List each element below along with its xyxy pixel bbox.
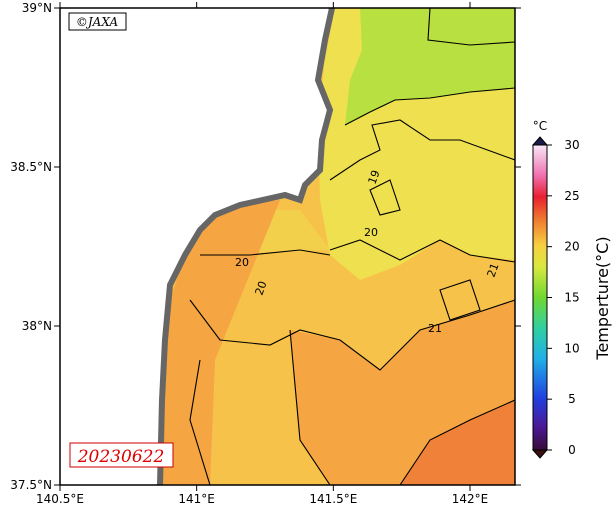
colorbar-tick-label: 20 bbox=[564, 240, 579, 254]
contour-label: 21 bbox=[485, 261, 502, 279]
colorbar-unit: °C bbox=[533, 119, 547, 133]
colorbar-tick-label: 0 bbox=[568, 443, 576, 457]
colorbar bbox=[532, 144, 548, 451]
lat-label: 38°N bbox=[22, 319, 52, 333]
lat-label: 38.5°N bbox=[10, 160, 52, 174]
colorbar-tick-label: 15 bbox=[564, 291, 579, 305]
map-frame bbox=[59, 7, 516, 486]
colorbar-cap bbox=[531, 449, 549, 459]
colorbar-tick-label: 25 bbox=[564, 189, 579, 203]
lon-label: 141°E bbox=[178, 492, 215, 506]
date-box bbox=[69, 442, 174, 468]
credit-box bbox=[68, 12, 127, 31]
lat-label: 39°N bbox=[22, 1, 52, 15]
credit: ©JAXA bbox=[76, 15, 119, 29]
contour-label: 19 bbox=[366, 168, 383, 186]
map-area bbox=[60, 8, 515, 485]
contour-label: 20 bbox=[235, 256, 249, 269]
lon-label: 140.5°E bbox=[36, 492, 84, 506]
contour-label: 20 bbox=[253, 279, 270, 297]
colorbar-tick-label: 10 bbox=[564, 341, 579, 355]
contour-label: 21 bbox=[428, 322, 442, 335]
colorbar-cap bbox=[531, 136, 549, 146]
contour-label: 20 bbox=[364, 226, 378, 239]
colorbar-label: Temperture(°C) bbox=[593, 236, 612, 360]
colorbar-tick-label: 30 bbox=[564, 138, 579, 152]
lon-label: 142°E bbox=[452, 492, 489, 506]
lon-label: 141.5°E bbox=[309, 492, 357, 506]
lat-label: 37.5°N bbox=[10, 478, 52, 492]
colorbar-tick-label: 5 bbox=[568, 392, 576, 406]
date: 20230622 bbox=[77, 447, 165, 467]
